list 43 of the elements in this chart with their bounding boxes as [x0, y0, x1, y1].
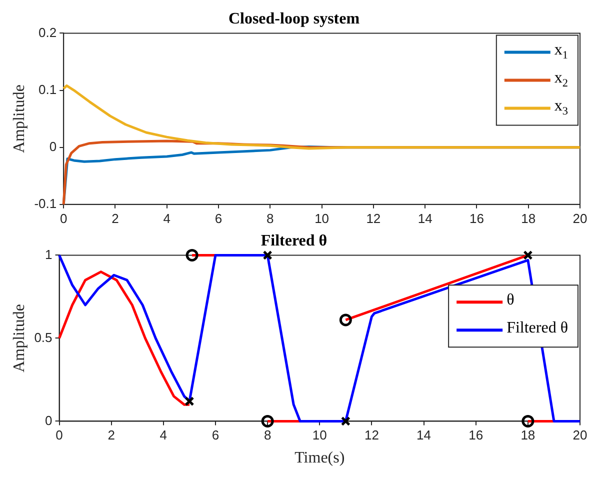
x-tick-label: 14 — [416, 428, 432, 443]
x-tick-label: 12 — [364, 428, 379, 443]
x-tick-label: 4 — [163, 210, 170, 226]
y-axis-title: Amplitude — [10, 304, 28, 372]
legend-label: θ — [506, 291, 514, 308]
x-tick-label: 0 — [60, 210, 68, 226]
y-axis-title: Amplitude — [10, 84, 28, 154]
x-tick-label: 18 — [520, 428, 536, 443]
point — [339, 314, 352, 326]
point — [522, 414, 534, 428]
y-tick-label: 0.5 — [34, 330, 52, 345]
x-tick-label: 20 — [572, 210, 588, 226]
y-tick-label: 0.1 — [38, 82, 57, 97]
point — [262, 250, 272, 260]
x-tick-label: 12 — [366, 210, 381, 226]
x-tick-label: 6 — [212, 428, 220, 443]
x-tick-label: 16 — [468, 428, 484, 443]
y-tick-label: -0.1 — [34, 196, 57, 211]
y-tick-label: 0.2 — [38, 24, 57, 40]
y-tick-label: 0 — [49, 138, 57, 154]
x-tick-label: 2 — [112, 210, 119, 226]
x-tick-label: 18 — [521, 210, 536, 226]
chart-title: Closed-loop system — [228, 10, 360, 28]
x-tick-label: 2 — [108, 428, 115, 443]
point — [261, 414, 274, 428]
point — [184, 396, 194, 406]
x-tick-label: 8 — [264, 428, 272, 443]
point — [523, 250, 533, 260]
y-tick-label: 0 — [45, 412, 52, 428]
x-tick-label: 20 — [572, 428, 588, 443]
x-tick-label: 8 — [266, 210, 274, 226]
legend-label: Filtered θ — [506, 319, 568, 336]
x-tick-label: 14 — [418, 210, 432, 226]
x-tick-label: 6 — [214, 210, 222, 226]
point — [186, 248, 198, 262]
x-tick-label: 4 — [160, 428, 168, 443]
x-tick-label: 16 — [469, 210, 484, 226]
chart-title: Filtered θ — [260, 232, 328, 250]
x-tick-label: 10 — [312, 428, 327, 443]
y-tick-label: 1 — [45, 246, 52, 262]
x-tick-label: 10 — [314, 210, 330, 226]
point — [340, 416, 350, 426]
x-axis-title: Time(s) — [294, 450, 345, 467]
